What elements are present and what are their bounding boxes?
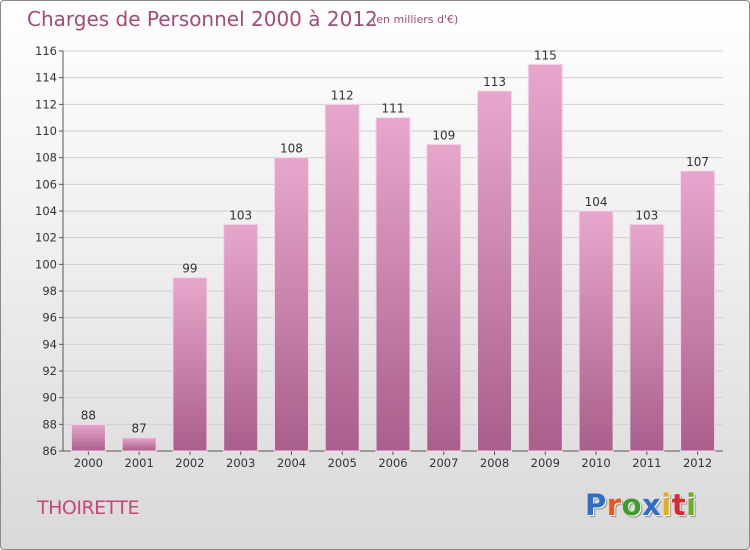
bar-value-label: 113 [483, 75, 506, 89]
y-tick-label: 106 [35, 177, 57, 191]
bar-2010 [578, 210, 614, 452]
bar-2001 [121, 437, 157, 452]
y-tick-label: 88 [42, 417, 57, 431]
brand-letter: r [606, 488, 622, 522]
bar-value-label: 87 [132, 422, 147, 436]
bar-2002 [172, 277, 208, 452]
bar-2004 [273, 157, 309, 452]
x-tick-label: 2003 [226, 456, 255, 470]
y-tick-label: 92 [42, 364, 57, 378]
y-tick-label: 96 [42, 311, 57, 325]
bar-value-label: 111 [382, 102, 405, 116]
y-tick-label: 86 [42, 444, 57, 458]
y-tick-label: 116 [35, 44, 57, 58]
x-tick-label: 2001 [125, 456, 154, 470]
bar-value-label: 108 [280, 142, 303, 156]
y-tick-label: 108 [35, 151, 57, 165]
commune-name: THOIRETTE [37, 497, 140, 519]
y-tick-label: 104 [35, 204, 57, 218]
x-tick-label: 2012 [683, 456, 712, 470]
x-tick-label: 2009 [531, 456, 560, 470]
brand-letter: i [661, 488, 672, 522]
x-tick-label: 2006 [378, 456, 407, 470]
bar-2006 [375, 117, 411, 452]
y-tick-label: 114 [35, 71, 57, 85]
brand-letter: P [585, 488, 607, 522]
bar-2011 [629, 223, 665, 452]
y-tick-label: 112 [35, 97, 57, 111]
bar-2000 [70, 423, 106, 452]
bar-value-label: 103 [229, 208, 252, 222]
x-tick-label: 2005 [328, 456, 357, 470]
bar-value-label: 115 [534, 48, 557, 62]
bar-value-label: 112 [331, 88, 354, 102]
x-tick-label: 2000 [74, 456, 103, 470]
bar-value-label: 88 [81, 408, 96, 422]
y-tick-label: 94 [42, 337, 57, 351]
x-tick-label: 2011 [632, 456, 661, 470]
x-tick-label: 2002 [175, 456, 204, 470]
y-tick-label: 110 [35, 124, 57, 138]
x-tick-label: 2008 [480, 456, 509, 470]
brand-letter: x [642, 488, 662, 522]
proxiti-logo: Proxiti [585, 488, 697, 522]
brand-letter: t [671, 488, 687, 522]
bar-2012 [680, 170, 716, 452]
brand-letter: o [621, 488, 643, 522]
y-tick-label: 102 [35, 231, 57, 245]
y-tick-label: 90 [42, 391, 57, 405]
bar-2007 [426, 143, 462, 452]
bar-value-label: 99 [182, 262, 197, 276]
brand-letter: i [686, 488, 697, 522]
chart-title: Charges de Personnel 2000 à 2012 [27, 7, 378, 31]
x-tick-label: 2007 [429, 456, 458, 470]
y-tick-label: 100 [35, 257, 57, 271]
bar-2009 [527, 63, 563, 452]
bar-2005 [324, 103, 360, 452]
bar-value-label: 107 [686, 155, 709, 169]
bar-value-label: 103 [635, 208, 658, 222]
bar-value-label: 104 [585, 195, 608, 209]
y-tick-label: 98 [42, 284, 57, 298]
x-tick-label: 2010 [581, 456, 610, 470]
bar-2008 [477, 90, 513, 452]
chart-unit: (en milliers d'€) [372, 13, 459, 26]
bar-layer: 88 87 99 103 108 112 111 109 113 115 104 103 107 [70, 48, 716, 452]
x-tick-label: 2004 [277, 456, 306, 470]
bar-2003 [223, 223, 259, 452]
bar-value-label: 109 [432, 128, 455, 142]
